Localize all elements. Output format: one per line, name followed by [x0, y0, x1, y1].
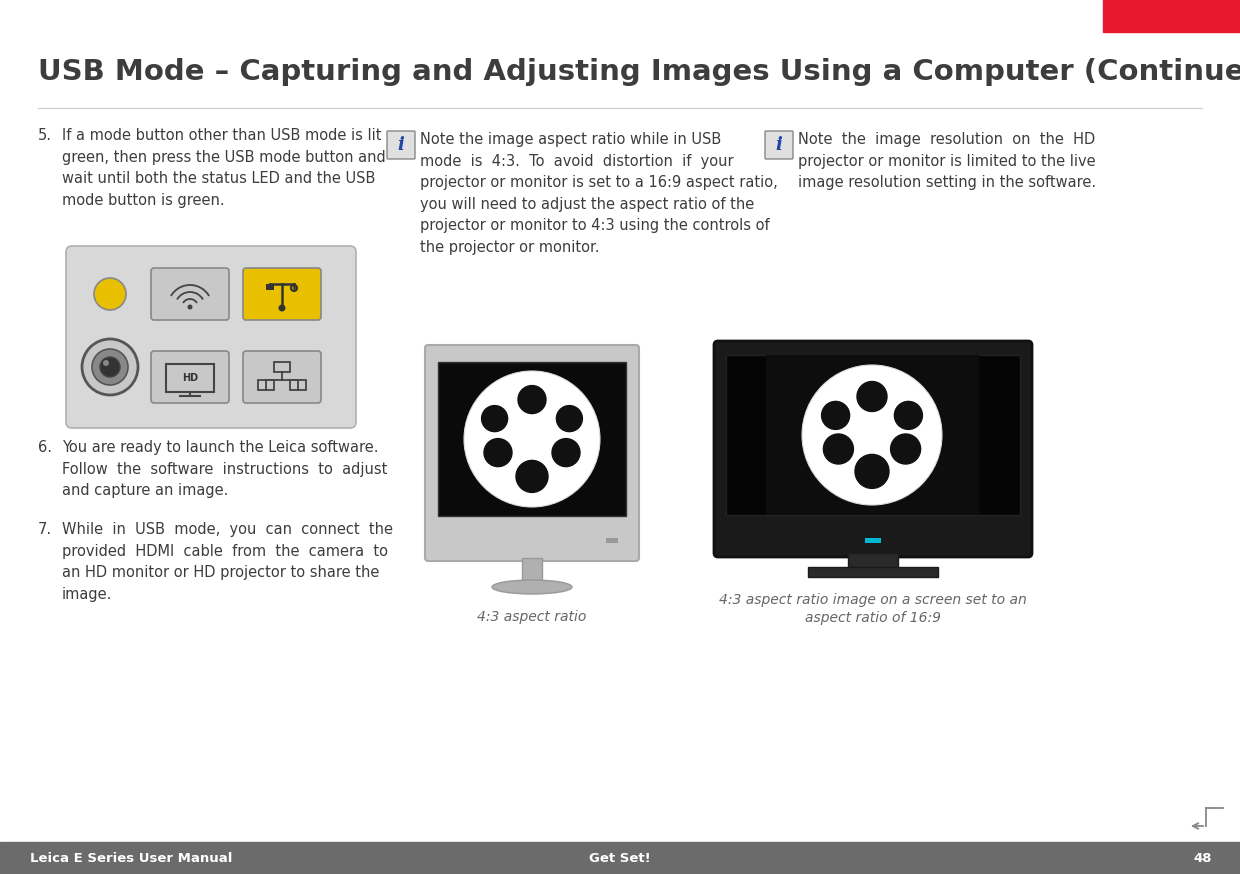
Text: 48: 48	[1193, 851, 1211, 864]
Circle shape	[92, 349, 128, 385]
Text: If a mode button other than USB mode is lit
green, then press the USB mode butto: If a mode button other than USB mode is …	[62, 128, 386, 208]
Bar	[166, 364, 215, 392]
Bar	[438, 362, 626, 516]
Bar	[274, 362, 290, 372]
Bar	[606, 538, 618, 543]
Circle shape	[857, 381, 887, 412]
Circle shape	[822, 401, 849, 429]
Circle shape	[94, 278, 126, 310]
Circle shape	[187, 304, 192, 309]
Text: Leica E Series User Manual: Leica E Series User Manual	[30, 851, 232, 864]
FancyBboxPatch shape	[151, 268, 229, 320]
FancyBboxPatch shape	[66, 246, 356, 428]
Bar	[766, 355, 980, 515]
FancyBboxPatch shape	[387, 131, 415, 159]
Bar	[290, 380, 306, 390]
Bar	[522, 558, 542, 580]
FancyBboxPatch shape	[243, 268, 321, 320]
FancyBboxPatch shape	[765, 131, 794, 159]
Text: 7.: 7.	[38, 522, 52, 537]
Text: USB Mode – Capturing and Adjusting Images Using a Computer (Continued): USB Mode – Capturing and Adjusting Image…	[38, 58, 1240, 86]
Circle shape	[557, 406, 583, 432]
Circle shape	[518, 385, 546, 413]
Text: i: i	[775, 136, 782, 154]
Text: While  in  USB  mode,  you  can  connect  the
provided  HDMI  cable  from  the  : While in USB mode, you can connect the p…	[62, 522, 393, 602]
Text: 4:3 aspect ratio: 4:3 aspect ratio	[477, 610, 587, 624]
Circle shape	[802, 365, 942, 505]
Bar	[808, 567, 937, 577]
Text: 5.: 5.	[38, 128, 52, 143]
Circle shape	[279, 304, 285, 311]
FancyBboxPatch shape	[714, 341, 1032, 557]
Bar	[848, 553, 898, 567]
Circle shape	[481, 406, 507, 432]
FancyBboxPatch shape	[151, 351, 229, 403]
Bar	[866, 538, 880, 543]
Text: i: i	[398, 136, 404, 154]
Circle shape	[856, 454, 889, 489]
Circle shape	[484, 439, 512, 467]
Text: Note the image aspect ratio while in USB
mode  is  4:3.  To  avoid  distortion  : Note the image aspect ratio while in USB…	[420, 132, 777, 255]
FancyBboxPatch shape	[243, 351, 321, 403]
Circle shape	[464, 371, 600, 507]
Circle shape	[552, 439, 580, 467]
Bar	[725, 355, 1021, 515]
Circle shape	[890, 434, 920, 464]
FancyBboxPatch shape	[425, 345, 639, 561]
Circle shape	[894, 401, 923, 429]
Circle shape	[100, 357, 120, 377]
Circle shape	[516, 461, 548, 492]
Text: Get Set!: Get Set!	[589, 851, 651, 864]
Text: Note  the  image  resolution  on  the  HD
projector or monitor is limited to the: Note the image resolution on the HD proj…	[799, 132, 1096, 191]
Text: 6.: 6.	[38, 440, 52, 455]
Text: You are ready to launch the Leica software.
Follow  the  software  instructions : You are ready to launch the Leica softwa…	[62, 440, 387, 498]
Text: 4:3 aspect ratio image on a screen set to an
aspect ratio of 16:9: 4:3 aspect ratio image on a screen set t…	[719, 593, 1027, 626]
Bar	[0, 842, 1240, 874]
Bar	[267, 284, 274, 290]
Circle shape	[82, 339, 138, 395]
Circle shape	[823, 434, 853, 464]
Ellipse shape	[492, 580, 572, 594]
Bar	[1104, 0, 1240, 32]
Circle shape	[103, 360, 109, 366]
Text: HD: HD	[182, 373, 198, 383]
Bar	[258, 380, 274, 390]
